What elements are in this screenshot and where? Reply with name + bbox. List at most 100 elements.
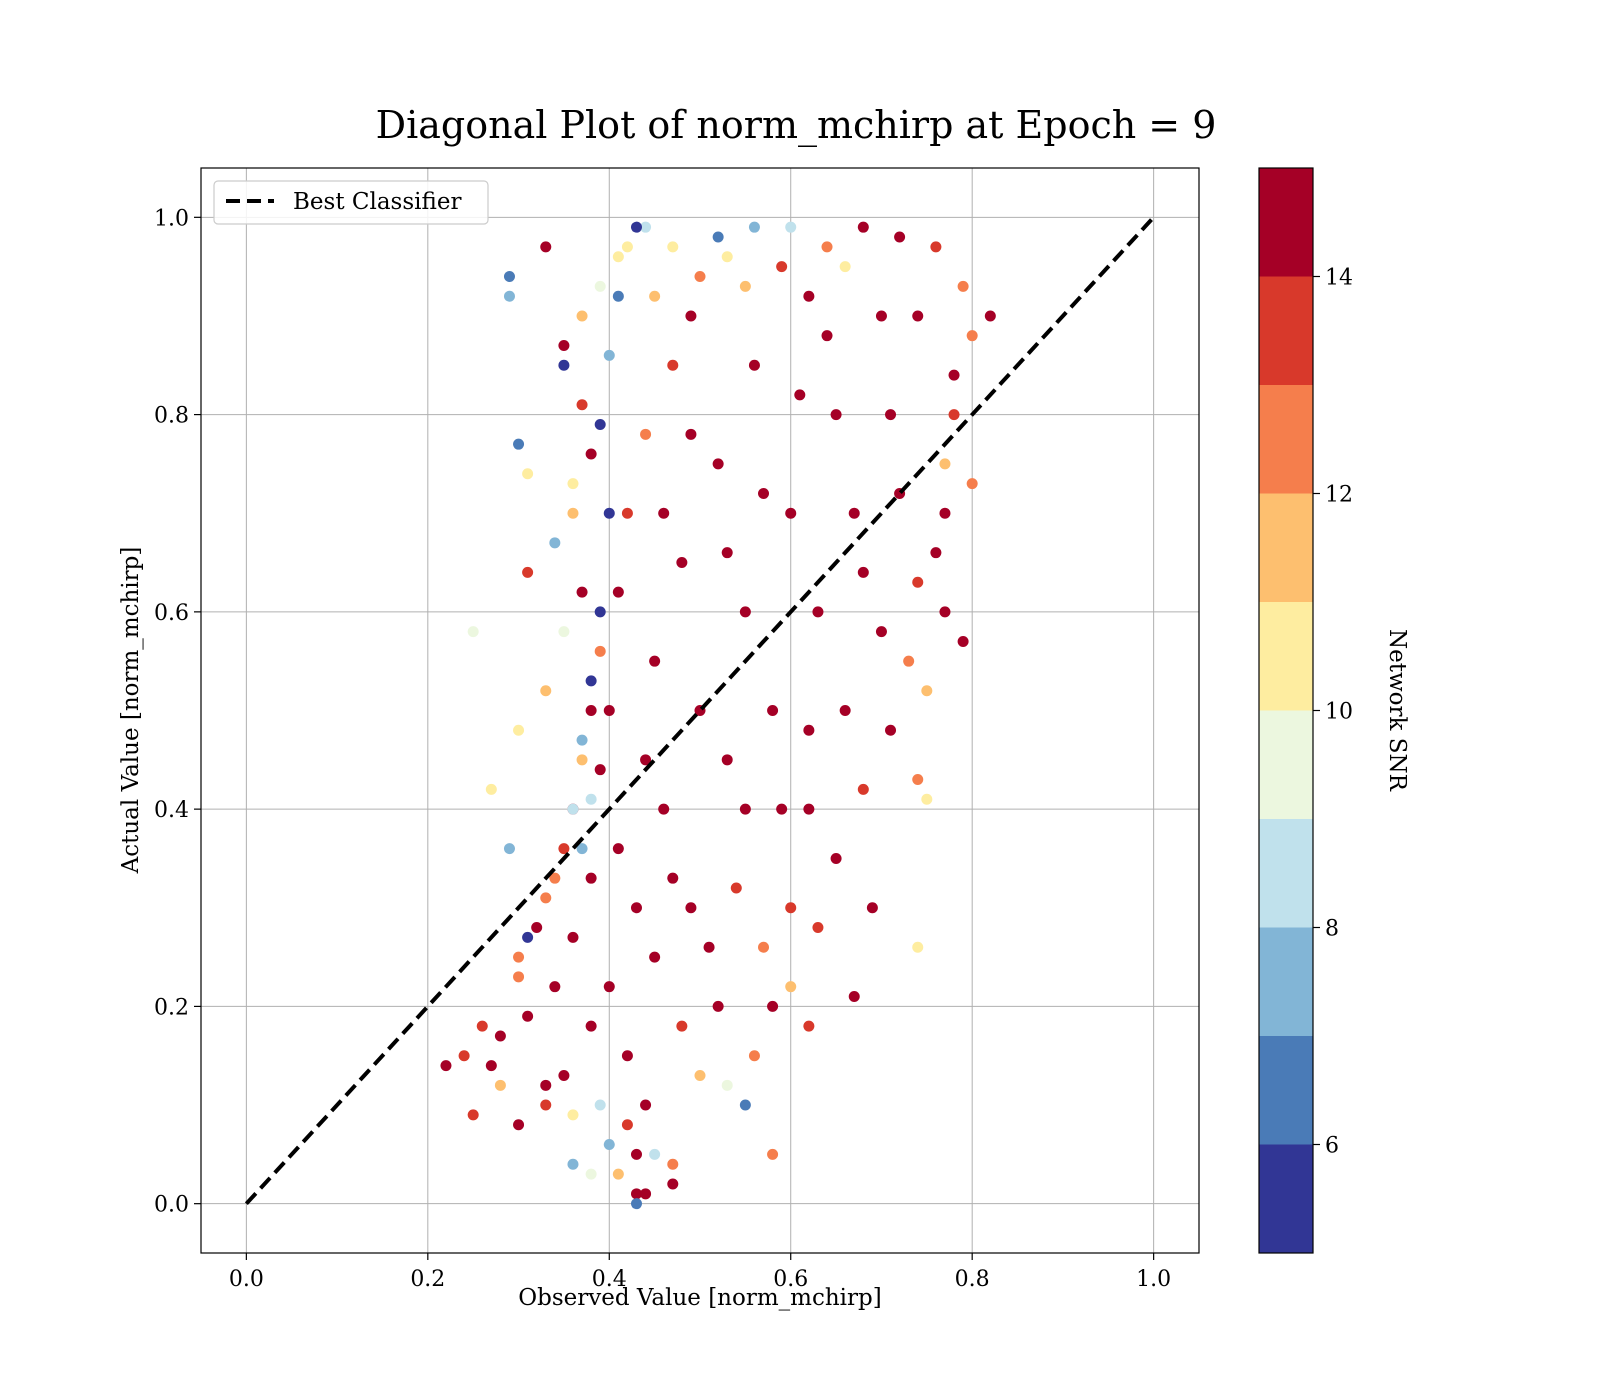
scatter-point (622, 508, 633, 519)
colorbar-bin (1259, 494, 1313, 603)
scatter-point (794, 389, 805, 400)
scatter-point (812, 606, 823, 617)
y-tick-label: 0.0 (154, 1193, 189, 1218)
scatter-point (595, 606, 606, 617)
colorbar-tick-label: 10 (1325, 700, 1353, 725)
scatter-point (577, 735, 588, 746)
scatter-point (558, 340, 569, 351)
scatter-point (613, 1169, 624, 1180)
y-tick-label: 0.6 (154, 601, 189, 626)
scatter-point (577, 754, 588, 765)
scatter-point (567, 508, 578, 519)
scatter-point (567, 932, 578, 943)
scatter-point (513, 439, 524, 450)
scatter-point (785, 222, 796, 233)
scatter-point (894, 232, 905, 243)
scatter-point (649, 1149, 660, 1160)
scatter-point (903, 656, 914, 667)
scatter-point (803, 291, 814, 302)
colorbar-bin (1259, 711, 1313, 820)
scatter-point (749, 222, 760, 233)
scatter-point (722, 1080, 733, 1091)
scatter-point (567, 1109, 578, 1120)
y-tick-label: 0.4 (154, 798, 189, 823)
scatter-point (822, 330, 833, 341)
scatter-point (713, 458, 724, 469)
legend-entry-best-classifier: Best Classifier (293, 189, 461, 215)
scatter-point (803, 725, 814, 736)
scatter-point (939, 606, 950, 617)
scatter-point (713, 1001, 724, 1012)
scatter-point (858, 222, 869, 233)
colorbar-tick-label: 6 (1325, 1134, 1339, 1159)
scatter-point (549, 981, 560, 992)
scatter-point (631, 902, 642, 913)
scatter-point (567, 478, 578, 489)
scatter-point (785, 902, 796, 913)
scatter-point (831, 853, 842, 864)
scatter-point (522, 932, 533, 943)
colorbar-bin (1259, 602, 1313, 711)
scatter-point (713, 232, 724, 243)
scatter-point (685, 902, 696, 913)
scatter-point (504, 291, 515, 302)
scatter-point (921, 794, 932, 805)
scatter-point (785, 981, 796, 992)
scatter-point (812, 922, 823, 933)
scatter-point (604, 1139, 615, 1150)
scatter-point (722, 754, 733, 765)
scatter-point (640, 1100, 651, 1111)
x-axis-label: Observed Value [norm_mchirp] (518, 1285, 881, 1311)
scatter-point (586, 449, 597, 460)
scatter-point (459, 1050, 470, 1061)
scatter-point (586, 1169, 597, 1180)
scatter-point (822, 241, 833, 252)
scatter-point (486, 784, 497, 795)
scatter-point (604, 705, 615, 716)
scatter-point (595, 646, 606, 657)
scatter-point (695, 1070, 706, 1081)
scatter-point (758, 488, 769, 499)
scatter-point (558, 626, 569, 637)
scatter-point (758, 942, 769, 953)
scatter-point (513, 725, 524, 736)
scatter-point (640, 429, 651, 440)
scatter-point (740, 606, 751, 617)
scatter-point (586, 675, 597, 686)
scatter-point (495, 1031, 506, 1042)
scatter-point (785, 508, 796, 519)
scatter-point (776, 804, 787, 815)
scatter-point (985, 310, 996, 321)
scatter-point (549, 537, 560, 548)
scatter-point (667, 241, 678, 252)
scatter-point (930, 241, 941, 252)
scatter-point (849, 508, 860, 519)
scatter-point (558, 1070, 569, 1081)
scatter-point (586, 794, 597, 805)
colorbar-tick-label: 12 (1325, 483, 1353, 508)
scatter-point (504, 271, 515, 282)
colorbar-tick-label: 8 (1325, 917, 1339, 942)
colorbar-bin (1259, 168, 1313, 277)
scatter-point (667, 360, 678, 371)
scatter-point (685, 310, 696, 321)
scatter-point (440, 1060, 451, 1071)
scatter-point (749, 1050, 760, 1061)
y-tick-label: 0.2 (154, 995, 189, 1020)
scatter-point (949, 370, 960, 381)
scatter-point (595, 419, 606, 430)
scatter-point (577, 399, 588, 410)
scatter-point (477, 1021, 488, 1032)
scatter-point (540, 685, 551, 696)
plot-area: 0.0 0.2 0.4 0.6 0.8 1.0 0.0 0.2 0.4 0.6 0.8 1.0 (154, 168, 1199, 1292)
scatter-point (767, 1001, 778, 1012)
scatter-point (613, 251, 624, 262)
scatter-point (876, 310, 887, 321)
scatter-point (967, 330, 978, 341)
scatter-point (522, 468, 533, 479)
scatter-point (749, 360, 760, 371)
colorbar-bin (1259, 277, 1313, 386)
scatter-point (912, 774, 923, 785)
scatter-point (667, 873, 678, 884)
scatter-point (649, 952, 660, 963)
